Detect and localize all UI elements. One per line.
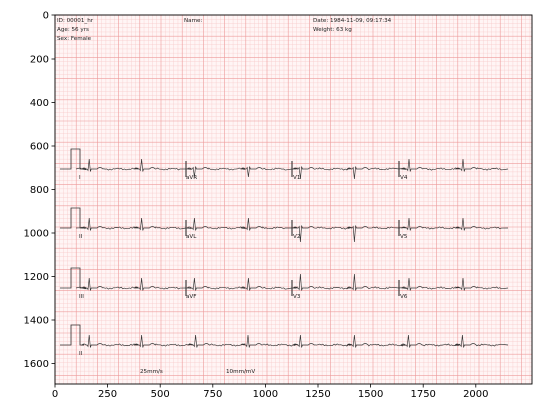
x-tick-label: 1250 [305,389,330,400]
y-tick-label: 200 [30,55,49,66]
lead-label: V4 [400,175,408,181]
ecg-trace [75,217,187,231]
ecg-trace [291,273,400,291]
record-date: Date: 1984-11-09, 09:17:34 [313,18,392,24]
grid-minor-lines [55,15,532,385]
lead-label: aVF [186,294,196,300]
y-tick-label: 800 [30,185,49,196]
patient-header: ID: 00001_hr Age: 56 yrs Sex: Female Nam… [57,18,392,42]
lead-label: V3 [293,294,301,300]
ecg-traces [75,158,509,348]
calibration-pulse [60,324,84,346]
recording-settings: 25mm/s 10mm/mV [140,369,255,375]
lead-label: aVL [186,234,197,240]
lead-label: aVR [186,175,197,181]
lead-label: III [79,294,84,300]
y-tick-label: 400 [30,98,49,109]
y-tick-label: 600 [30,142,49,153]
patient-sex: Sex: Female [57,36,92,42]
ecg-trace [185,166,293,178]
lead-label: II [79,351,83,357]
y-tick-label: 1000 [24,229,49,240]
ecg-trace [185,277,293,291]
calibration-pulse [60,267,84,289]
ecg-trace [398,217,509,231]
paper-speed: 25mm/s [140,369,163,375]
ecg-trace [75,158,187,172]
patient-weight: Weight: 63 kg [313,27,352,33]
ecg-trace [185,217,293,231]
lead-label: V2 [293,234,300,240]
x-axis-ticks: 0 250 500 750 1000 1250 1500 1750 2000 [52,384,489,400]
y-tick-label: 1600 [24,359,49,370]
patient-name: Name: [184,18,203,24]
ecg-trace [75,277,187,291]
calibration-pulse [60,148,84,170]
x-tick-label: 1750 [410,389,435,400]
lead-label: V6 [400,294,408,300]
x-tick-label: 1500 [358,389,383,400]
y-tick-label: 1400 [24,316,49,327]
ecg-trace [291,166,400,180]
lead-label: II [79,234,83,240]
patient-id: ID: 00001_hr [57,18,94,24]
gain-setting: 10mm/mV [226,369,255,375]
x-tick-label: 750 [203,389,222,400]
ecg-trace [398,158,509,172]
x-tick-label: 500 [151,389,170,400]
x-tick-label: 2000 [463,389,488,400]
calibration-pulses [60,148,84,346]
y-tick-label: 0 [43,11,49,22]
y-tick-label: 1200 [24,272,49,283]
x-tick-label: 0 [52,389,58,400]
ecg-trace [291,225,400,243]
x-tick-label: 1000 [253,389,278,400]
ecg-trace [81,334,509,348]
lead-label: V5 [400,234,408,240]
calibration-pulse [60,207,84,229]
lead-label: I [79,175,81,181]
ecg-trace [398,277,509,291]
lead-label: V1 [293,175,301,181]
patient-age: Age: 56 yrs [57,27,89,33]
axes-frame [54,14,533,385]
x-tick-label: 250 [98,389,117,400]
y-axis-ticks: 0 200 400 600 800 1000 1200 1400 1600 [24,11,55,370]
